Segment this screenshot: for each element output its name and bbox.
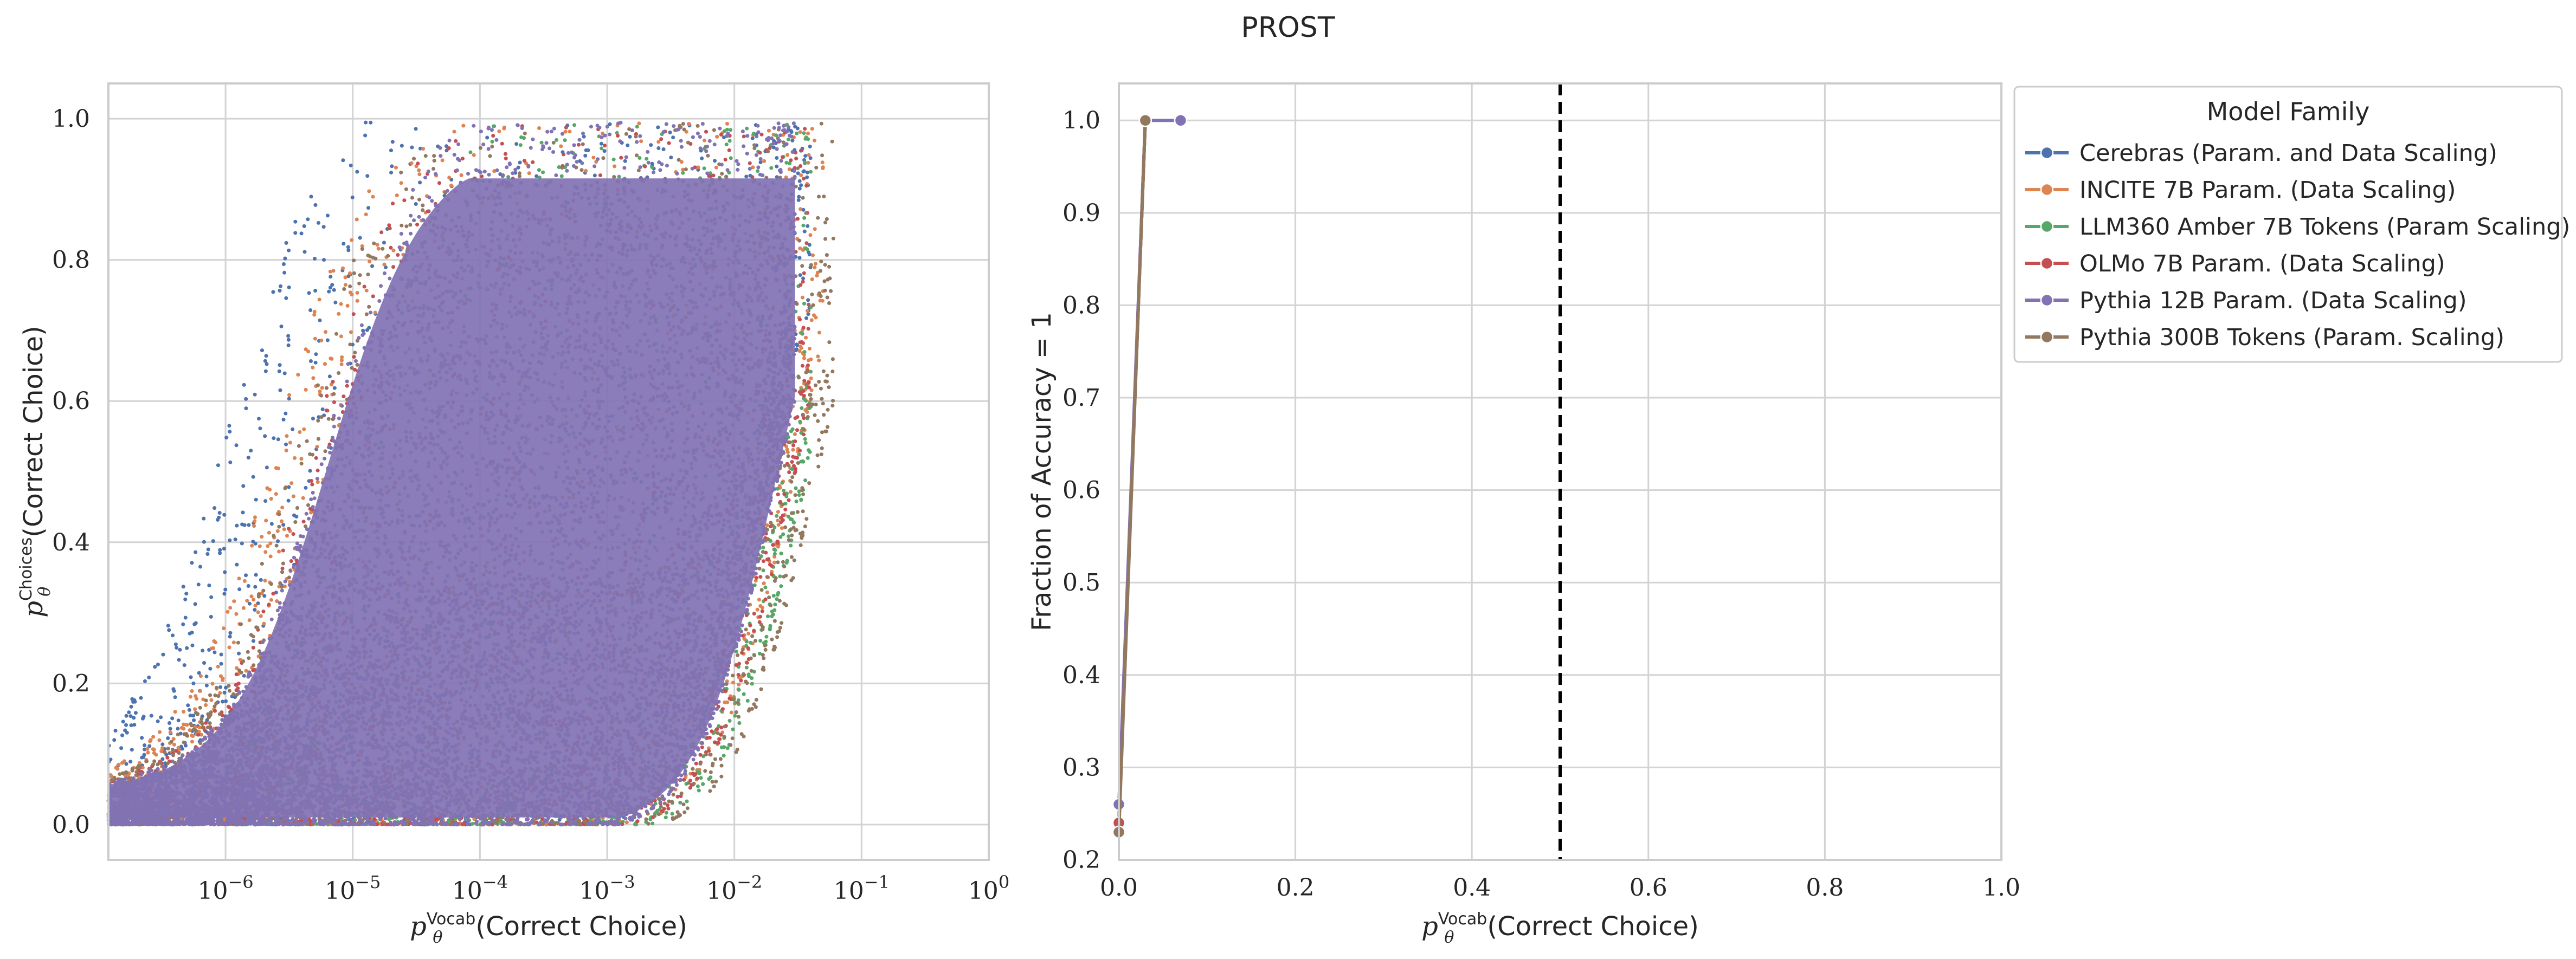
right-y-tick-label: 0.4 xyxy=(1062,662,1100,689)
legend-marker-swatch xyxy=(2040,293,2054,307)
legend-item: LLM360 Amber 7B Tokens (Param Scaling) xyxy=(2025,213,2570,241)
series-marker xyxy=(1138,113,1152,127)
legend-marker-swatch xyxy=(2040,219,2054,234)
left-x-tick-label: 10−4 xyxy=(452,872,508,905)
left-y-tick-label: 1.0 xyxy=(52,105,90,133)
left-scatter-points xyxy=(106,120,835,827)
left-y-tick-label: 0.8 xyxy=(52,247,90,274)
legend-item: OLMo 7B Param. (Data Scaling) xyxy=(2025,250,2445,277)
right-line-panel: 0.0 0.2 0.4 0.6 0.8 1.00.20.30.40.50.60.70.80… xyxy=(1027,82,2020,947)
right-y-tick-label: 0.5 xyxy=(1062,569,1100,597)
left-x-tick-label: 10−5 xyxy=(325,872,381,905)
legend-label: OLMo 7B Param. (Data Scaling) xyxy=(2079,250,2445,277)
left-y-tick-label: 0.2 xyxy=(52,670,90,697)
left-axes-frame xyxy=(107,82,990,861)
right-x-tick-label: 1.0 xyxy=(1982,874,2020,902)
left-y-tick-label: 0.4 xyxy=(52,529,90,556)
figure-title: PROST xyxy=(1241,11,1335,44)
legend-label: Pythia 12B Param. (Data Scaling) xyxy=(2079,287,2467,314)
right-y-axis-label: Fraction of Accuracy = 1 xyxy=(1027,312,1057,631)
left-x-tick-label: 10−3 xyxy=(579,872,635,905)
right-x-tick-label: 0.2 xyxy=(1277,874,1315,902)
legend-marker-swatch xyxy=(2040,146,2054,160)
right-y-tick-label: 0.7 xyxy=(1062,384,1100,412)
right-x-tick-label: 0.6 xyxy=(1630,874,1667,902)
left-x-axis-label: pVocab θ (Correct Choice) xyxy=(410,910,687,947)
series-marker xyxy=(1174,113,1188,127)
legend-label: INCITE 7B Param. (Data Scaling) xyxy=(2079,177,2456,204)
legend-label: Pythia 300B Tokens (Param. Scaling) xyxy=(2079,324,2504,351)
legend-item: Pythia 12B Param. (Data Scaling) xyxy=(2025,287,2467,314)
right-axes-frame xyxy=(1118,82,2002,861)
right-y-tick-label: 0.3 xyxy=(1062,754,1100,781)
legend-item: Cerebras (Param. and Data Scaling) xyxy=(2025,140,2497,167)
right-y-tick-label: 1.0 xyxy=(1062,107,1100,134)
right-y-tick-label: 0.2 xyxy=(1062,846,1100,874)
left-y-tick-label: 0.0 xyxy=(52,811,90,839)
legend-item: INCITE 7B Param. (Data Scaling) xyxy=(2025,177,2456,204)
legend-box xyxy=(2013,86,2563,363)
legend-item: Pythia 300B Tokens (Param. Scaling) xyxy=(2025,324,2504,351)
left-x-tick-label: 10−1 xyxy=(834,872,890,905)
scatter-dense-region xyxy=(108,178,795,818)
left-y-tick-label: 0.6 xyxy=(52,387,90,415)
left-x-tick-label: 100 xyxy=(968,872,1009,905)
legend-marker-swatch xyxy=(2040,256,2054,270)
right-x-axis-label: pVocab θ (Correct Choice) xyxy=(1421,910,1699,947)
right-y-tick-label: 0.9 xyxy=(1062,199,1100,227)
right-y-tick-label: 0.6 xyxy=(1062,477,1100,504)
series-line xyxy=(1117,120,1147,832)
left-x-tick-label: 10−2 xyxy=(706,872,762,905)
right-x-tick-label: 0.8 xyxy=(1806,874,1844,902)
legend-title: Model Family xyxy=(2207,97,2370,126)
left-scatter-panel: 10−6 10−5 10−4 10−3 10−2 10−1 100 0.0 0.2 0.4 0.6 0… xyxy=(17,82,1009,947)
legend-label: Cerebras (Param. and Data Scaling) xyxy=(2079,140,2497,167)
right-y-tick-label: 0.8 xyxy=(1062,291,1100,319)
legend-marker-swatch xyxy=(2040,330,2054,344)
left-x-tick-label: 10−6 xyxy=(197,872,253,905)
right-x-tick-label: 0.0 xyxy=(1100,874,1138,902)
left-y-axis-label: pChoicesθ(Correct Choice) xyxy=(17,326,54,618)
legend-label: LLM360 Amber 7B Tokens (Param Scaling) xyxy=(2079,213,2570,241)
legend: Model Family Cerebras (Param. and Data Sc… xyxy=(2013,86,2570,363)
legend-marker-swatch xyxy=(2040,183,2054,197)
right-x-tick-label: 0.4 xyxy=(1453,874,1491,902)
